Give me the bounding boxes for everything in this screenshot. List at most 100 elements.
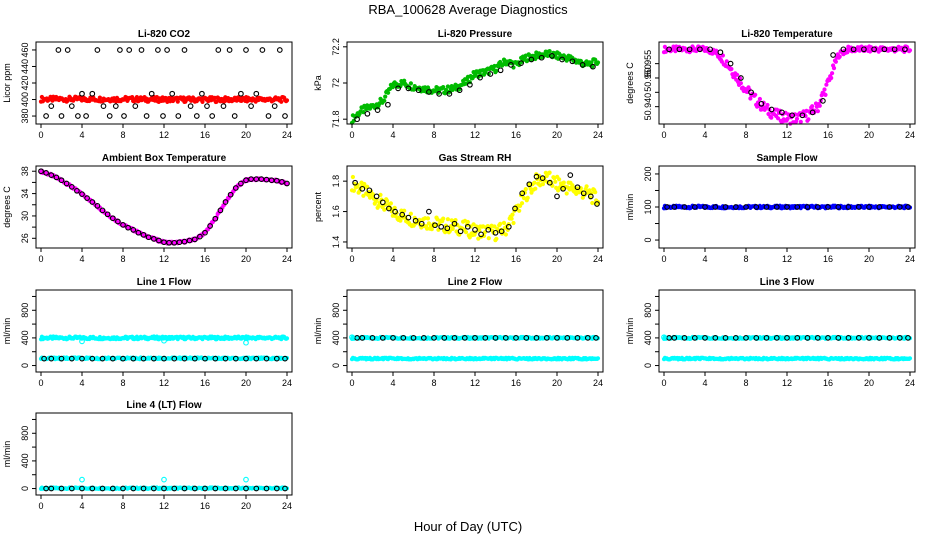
band-point bbox=[510, 212, 515, 217]
x-tick-label: 12 bbox=[159, 501, 169, 511]
data-point bbox=[99, 355, 106, 362]
data-point bbox=[405, 214, 412, 221]
x-tick-label: 4 bbox=[390, 378, 395, 388]
data-point bbox=[753, 335, 760, 341]
data-point bbox=[779, 109, 785, 116]
band-point bbox=[486, 236, 491, 241]
data-point bbox=[273, 177, 280, 184]
y-tick-label: 72 bbox=[331, 78, 341, 88]
x-tick-label: 24 bbox=[282, 254, 292, 264]
data-point bbox=[804, 335, 811, 341]
data-point bbox=[814, 335, 821, 341]
chart-panel: Line 2 Flow ml/min 0 4 8 12 16 20 24 0 400 800 bbox=[313, 277, 604, 388]
data-point bbox=[866, 335, 872, 341]
data-point bbox=[845, 335, 852, 341]
data-point bbox=[120, 222, 126, 228]
data-point bbox=[79, 191, 85, 197]
band-point bbox=[533, 186, 538, 191]
data-point bbox=[426, 89, 432, 95]
data-point bbox=[743, 335, 749, 341]
y-tick-label: 26 bbox=[20, 233, 30, 243]
band-point bbox=[350, 174, 355, 180]
data-point bbox=[902, 46, 908, 53]
band-point bbox=[815, 109, 821, 114]
data-point bbox=[451, 220, 458, 227]
data-point bbox=[215, 47, 222, 53]
data-point bbox=[794, 204, 801, 210]
band-point bbox=[378, 192, 383, 197]
data-point bbox=[126, 47, 133, 53]
data-point bbox=[784, 335, 790, 341]
x-tick-label: 24 bbox=[905, 254, 915, 264]
band-point bbox=[501, 220, 507, 225]
data-point bbox=[432, 222, 438, 229]
data-point bbox=[569, 58, 576, 65]
x-tick-label: 0 bbox=[349, 130, 354, 140]
x-tick-label: 24 bbox=[905, 130, 915, 140]
data-point bbox=[48, 355, 55, 362]
x-tick-label: 24 bbox=[282, 378, 292, 388]
data-point bbox=[89, 90, 96, 97]
data-point bbox=[79, 476, 85, 483]
y-tick-label: 400 bbox=[20, 453, 30, 468]
data-point bbox=[273, 355, 280, 362]
data-point bbox=[243, 47, 249, 53]
band-point bbox=[509, 216, 514, 221]
band-point bbox=[445, 217, 450, 222]
data-point bbox=[431, 335, 437, 341]
band-point bbox=[376, 203, 381, 209]
data-point bbox=[38, 168, 44, 175]
data-point bbox=[661, 334, 667, 341]
data-point bbox=[855, 335, 862, 341]
band-point bbox=[830, 71, 835, 76]
chart-panel: Line 3 Flow ml/min 0 4 8 12 16 20 24 0 400 800 bbox=[625, 277, 916, 388]
plot-frame bbox=[35, 41, 293, 125]
x-tick-label: 16 bbox=[200, 254, 210, 264]
data-point bbox=[676, 46, 683, 53]
band-point bbox=[747, 87, 752, 92]
x-tick-label: 16 bbox=[823, 378, 833, 388]
x-tick-label: 0 bbox=[661, 254, 666, 264]
panel-title: Line 1 Flow bbox=[137, 277, 192, 288]
data-point bbox=[148, 90, 155, 97]
band-point bbox=[564, 191, 569, 196]
band-point bbox=[284, 181, 290, 186]
data-point bbox=[121, 113, 127, 119]
band-point bbox=[408, 211, 413, 216]
band-point bbox=[519, 201, 525, 206]
data-point bbox=[75, 113, 81, 119]
band-point bbox=[547, 49, 552, 54]
band-point bbox=[748, 96, 753, 101]
data-point bbox=[164, 47, 170, 53]
band-point bbox=[175, 99, 180, 104]
data-point bbox=[395, 85, 401, 92]
data-point bbox=[418, 220, 425, 227]
x-tick-label: 4 bbox=[79, 378, 84, 388]
panel-title: Line 4 (LT) Flow bbox=[126, 400, 202, 411]
x-tick-label: 20 bbox=[552, 130, 562, 140]
data-point bbox=[410, 335, 417, 341]
data-point bbox=[567, 172, 574, 178]
data-point bbox=[169, 90, 176, 97]
x-tick-label: 16 bbox=[823, 130, 833, 140]
panel-title: Ambient Box Temperature bbox=[102, 153, 227, 164]
data-point bbox=[175, 113, 182, 119]
data-point bbox=[861, 46, 867, 53]
data-point bbox=[497, 67, 504, 74]
data-point bbox=[160, 113, 166, 119]
data-point bbox=[212, 485, 219, 492]
data-point bbox=[763, 204, 770, 210]
band-point bbox=[833, 59, 839, 64]
data-point bbox=[773, 204, 780, 210]
data-point bbox=[580, 190, 587, 197]
data-point bbox=[68, 184, 75, 190]
y-axis-label: degrees C bbox=[2, 186, 12, 228]
data-point bbox=[140, 485, 147, 492]
data-point bbox=[156, 237, 162, 244]
data-point bbox=[112, 103, 119, 109]
panel-title: Li-820 Temperature bbox=[741, 29, 833, 40]
data-point bbox=[472, 335, 478, 341]
data-point bbox=[487, 71, 494, 77]
